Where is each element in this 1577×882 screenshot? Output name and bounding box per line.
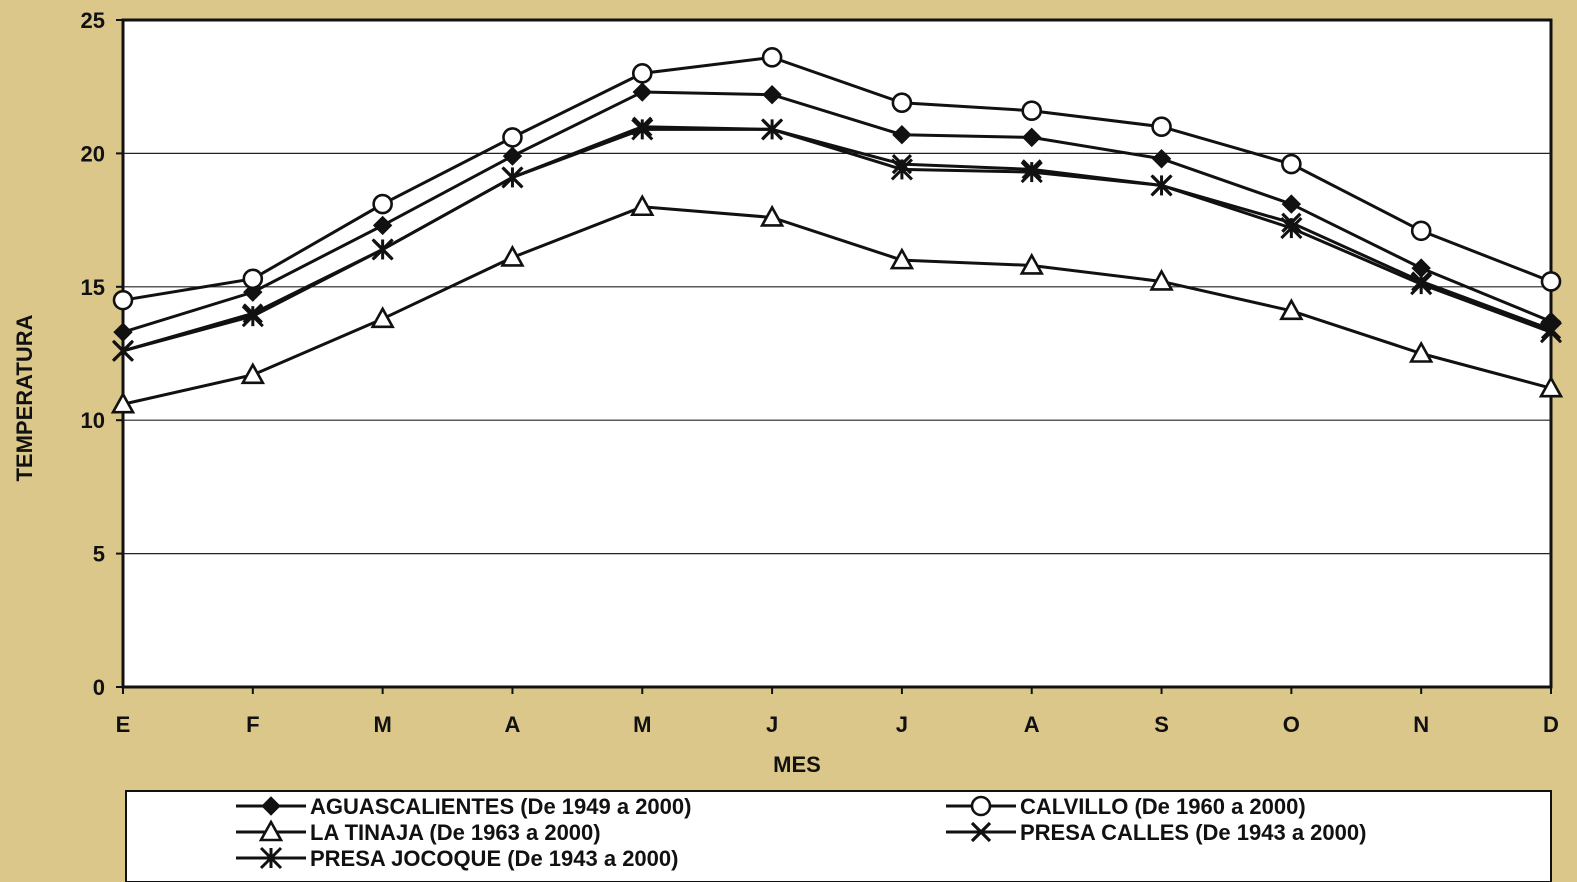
data-point-series-4 xyxy=(1410,273,1433,296)
x-tick-label: J xyxy=(896,712,908,737)
legend-label: PRESA CALLES (De 1943 a 2000) xyxy=(1020,820,1366,845)
data-point-series-1 xyxy=(631,63,653,84)
data-point-series-0 xyxy=(1022,127,1042,148)
data-point-series-1 xyxy=(1021,100,1043,122)
data-point-series-0 xyxy=(632,82,652,102)
legend-marker xyxy=(970,821,992,843)
y-tick-label: 25 xyxy=(81,8,105,33)
x-tick-label: A xyxy=(505,712,521,737)
x-tick-label: S xyxy=(1154,712,1169,737)
data-point-series-4 xyxy=(761,118,784,141)
data-point-series-4 xyxy=(371,238,394,261)
data-point-series-1 xyxy=(1410,220,1432,242)
data-point-series-2 xyxy=(1149,268,1174,291)
y-tick-label: 5 xyxy=(93,542,105,567)
data-point-series-2 xyxy=(1279,298,1304,321)
x-tick-label: J xyxy=(766,712,778,737)
series-line-1 xyxy=(122,55,1552,302)
data-point-series-0 xyxy=(762,84,782,105)
data-point-series-4 xyxy=(1539,321,1563,344)
legend-label: LA TINAJA (De 1963 a 2000) xyxy=(310,820,601,845)
data-point-series-2 xyxy=(630,194,655,217)
series-line-2 xyxy=(122,205,1552,406)
y-tick-label: 10 xyxy=(81,408,105,433)
data-point-series-4 xyxy=(241,305,264,328)
data-point-series-4 xyxy=(1020,161,1043,184)
data-point-series-1 xyxy=(502,127,523,148)
series-line-4 xyxy=(122,127,1552,353)
data-point-series-0 xyxy=(1151,149,1172,169)
data-point-series-2 xyxy=(759,204,785,227)
data-point-series-1 xyxy=(242,268,264,290)
legend-label: CALVILLO (De 1960 a 2000) xyxy=(1020,794,1306,819)
data-point-series-2 xyxy=(889,247,915,270)
data-point-series-1 xyxy=(372,193,393,215)
axes: 0 5 10 15 20 25 E F M A M J J A S O N D xyxy=(81,8,1559,737)
data-point-series-0 xyxy=(892,125,912,145)
data-point-series-1 xyxy=(1281,153,1302,175)
data-point-series-4 xyxy=(890,158,913,181)
data-point-series-4 xyxy=(1150,174,1173,197)
data-point-series-0 xyxy=(1281,194,1302,214)
legend-item: CALVILLO (De 1960 a 2000) xyxy=(946,794,1306,819)
x-tick-label: M xyxy=(373,712,391,737)
legend-marker xyxy=(258,819,284,842)
legend-item: PRESA CALLES (De 1943 a 2000) xyxy=(946,820,1366,845)
x-tick-label: F xyxy=(246,712,259,737)
data-point-series-1 xyxy=(112,289,134,311)
data-point-series-2 xyxy=(1019,252,1044,275)
legend-item: AGUASCALIENTES (De 1949 a 2000) xyxy=(236,794,691,819)
x-tick-label: E xyxy=(116,712,131,737)
data-point-series-4 xyxy=(501,166,524,189)
x-tick-label: M xyxy=(633,712,651,737)
y-tick-label: 20 xyxy=(81,141,105,166)
legend-label: PRESA JOCOQUE (De 1943 a 2000) xyxy=(310,846,678,871)
legend-box xyxy=(125,790,1552,882)
data-point-series-1 xyxy=(1151,116,1172,138)
data-point-series-1 xyxy=(891,92,913,114)
y-tick-label: 0 xyxy=(93,675,105,700)
data-point-series-4 xyxy=(1280,217,1303,240)
data-point-series-2 xyxy=(500,244,525,267)
data-point-series-2 xyxy=(370,306,395,329)
data-point-series-0 xyxy=(372,215,393,236)
series-line-0 xyxy=(122,90,1552,334)
y-tick-label: 15 xyxy=(81,275,105,300)
x-tick-label: O xyxy=(1283,712,1300,737)
data-point-series-1 xyxy=(1540,271,1562,292)
data-point-series-4 xyxy=(631,118,654,141)
legend-marker xyxy=(261,796,281,816)
plot-area xyxy=(121,18,1553,689)
legend-marker xyxy=(970,795,992,817)
y-axis-title: TEMPERATURA xyxy=(12,314,37,481)
legend-label: AGUASCALIENTES (De 1949 a 2000) xyxy=(310,794,691,819)
data-point-series-0 xyxy=(502,146,523,166)
data-point-series-2 xyxy=(240,362,266,385)
legend-marker xyxy=(259,846,283,870)
legend-item: LA TINAJA (De 1963 a 2000) xyxy=(236,819,601,845)
x-tick-label: A xyxy=(1024,712,1040,737)
data-point-series-1 xyxy=(761,47,783,68)
series-lines xyxy=(110,47,1564,414)
x-tick-label: D xyxy=(1543,712,1559,737)
data-point-series-2 xyxy=(110,391,136,414)
data-point-series-2 xyxy=(1538,375,1564,398)
legend-item: PRESA JOCOQUE (De 1943 a 2000) xyxy=(236,846,678,871)
x-axis-title: MES xyxy=(773,752,821,777)
legend: AGUASCALIENTES (De 1949 a 2000) CALVILLO … xyxy=(236,794,1366,871)
data-point-series-2 xyxy=(1408,340,1434,363)
x-tick-label: N xyxy=(1413,712,1429,737)
gridlines xyxy=(123,152,1551,555)
data-point-series-4 xyxy=(111,339,135,362)
